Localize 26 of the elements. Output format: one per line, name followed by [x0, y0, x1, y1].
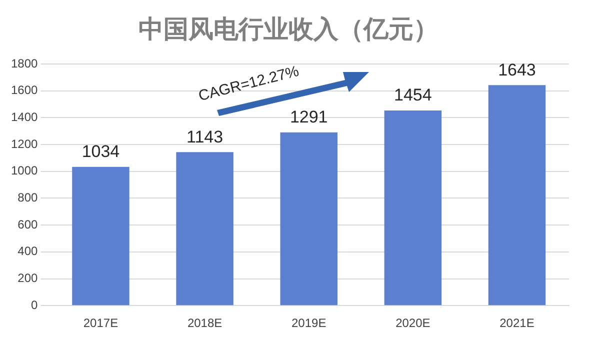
data-label: 1643 [498, 60, 536, 80]
x-tick-label: 2021E [500, 316, 534, 330]
chart-title: 中国风电行业收入（亿元） [138, 14, 438, 44]
data-label: 1034 [82, 142, 120, 161]
bar [176, 152, 234, 306]
data-label: 1143 [186, 127, 224, 146]
bar [280, 132, 338, 306]
y-tick-label: 600 [18, 217, 38, 232]
y-tick-label: 1200 [10, 136, 38, 151]
bar [72, 166, 130, 306]
bar [488, 85, 546, 306]
y-tick-label: 1800 [10, 56, 38, 70]
y-tick-label: 800 [18, 190, 38, 205]
y-tick-label: 400 [18, 244, 38, 258]
x-tick-label: 2018E [187, 316, 222, 330]
x-tick-label: 2019E [291, 316, 326, 330]
data-label: 1454 [394, 86, 432, 105]
x-tick-label: 2020E [396, 316, 430, 330]
x-tick-label: 2017E [83, 316, 118, 330]
y-tick-label: 1400 [10, 110, 38, 124]
y-tick-label: 1000 [10, 164, 38, 178]
y-tick-label: 1600 [10, 83, 38, 98]
y-tick-label: 200 [18, 271, 38, 286]
data-label: 1291 [290, 108, 328, 127]
bar [384, 110, 442, 306]
y-tick-label: 0 [31, 298, 38, 312]
